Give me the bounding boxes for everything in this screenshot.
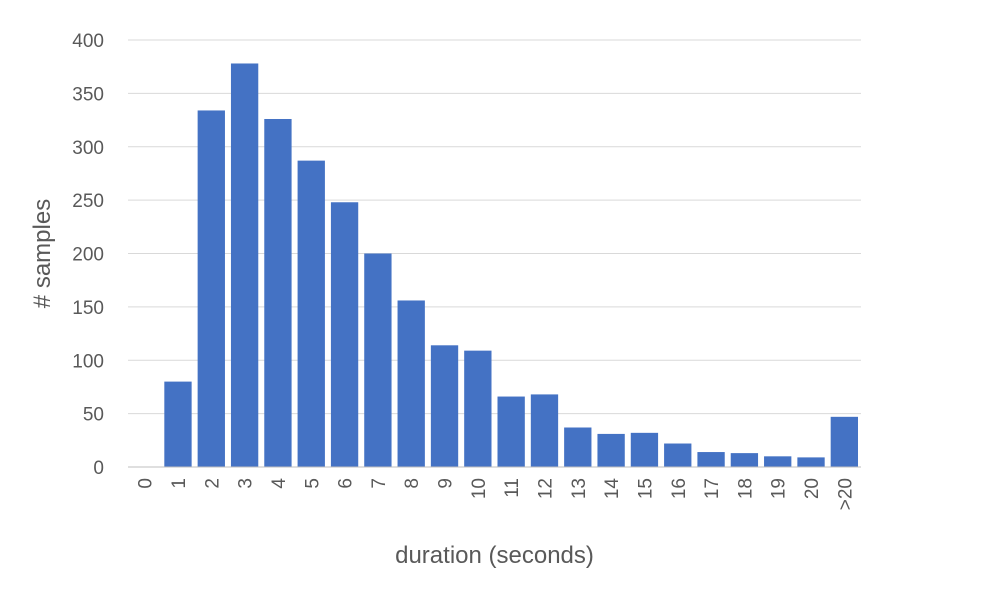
bar-12 <box>530 394 559 467</box>
y-tick-label: 250 <box>72 191 104 212</box>
x-tick-label: 13 <box>569 478 590 499</box>
bar-7 <box>364 253 392 467</box>
x-tick-label: 10 <box>469 478 490 499</box>
bar-14 <box>597 433 625 467</box>
x-tick-label: 2 <box>202 478 223 489</box>
y-tick-label: 150 <box>72 298 104 319</box>
bar-15 <box>630 432 659 467</box>
x-tick-label: >20 <box>835 478 856 510</box>
x-tick-label: 3 <box>236 478 257 489</box>
x-tick-label: 5 <box>302 478 323 489</box>
bar-9 <box>430 345 459 467</box>
bar-1 <box>164 381 192 467</box>
x-tick-label: 8 <box>402 478 423 489</box>
y-tick-label: 0 <box>93 458 104 479</box>
x-axis-title: duration (seconds) <box>395 542 594 569</box>
x-tick-label: 4 <box>269 478 290 489</box>
bar-3 <box>230 63 259 468</box>
y-tick-label: 400 <box>72 31 104 52</box>
bar-18 <box>730 453 759 467</box>
y-axis-ticks: 0 50 100 150 200 250 300 350 400 <box>72 31 104 479</box>
x-tick-label: 18 <box>735 478 756 499</box>
bar-6 <box>330 202 359 467</box>
x-tick-label: 7 <box>369 478 390 489</box>
bar-5 <box>297 160 325 467</box>
x-tick-label: 11 <box>502 478 523 498</box>
y-tick-label: 200 <box>72 245 104 266</box>
bar-11 <box>497 396 525 467</box>
x-tick-label: 14 <box>602 478 623 500</box>
bars <box>164 63 859 468</box>
bar->20 <box>830 416 859 467</box>
x-tick-label: 0 <box>136 478 157 489</box>
x-tick-label: 6 <box>336 478 357 489</box>
x-tick-label: 20 <box>802 478 823 499</box>
bar-16 <box>664 443 692 467</box>
x-tick-label: 12 <box>535 478 556 499</box>
x-tick-label: 9 <box>436 478 457 489</box>
y-tick-label: 300 <box>72 138 104 159</box>
x-tick-label: 19 <box>769 478 790 499</box>
bar-17 <box>697 452 725 467</box>
y-tick-label: 350 <box>72 84 104 105</box>
x-tick-label: 1 <box>169 478 190 489</box>
bar-10 <box>464 350 492 467</box>
y-axis-title: # samples <box>29 199 56 308</box>
x-tick-label: 17 <box>702 478 723 499</box>
bar-8 <box>397 300 425 467</box>
x-tick-label: 15 <box>635 478 656 499</box>
x-tick-label: 16 <box>669 478 690 499</box>
bar-19 <box>764 456 792 467</box>
bar-13 <box>564 427 592 467</box>
y-tick-label: 50 <box>83 405 104 426</box>
y-tick-label: 100 <box>72 351 104 372</box>
x-axis-ticks: 0 1 2 3 4 5 6 7 8 9 10 11 12 13 14 15 16 17 18 19 20 >20 <box>136 478 857 511</box>
bar-2 <box>197 110 225 467</box>
bar-20 <box>797 457 825 467</box>
bar-4 <box>264 118 292 468</box>
